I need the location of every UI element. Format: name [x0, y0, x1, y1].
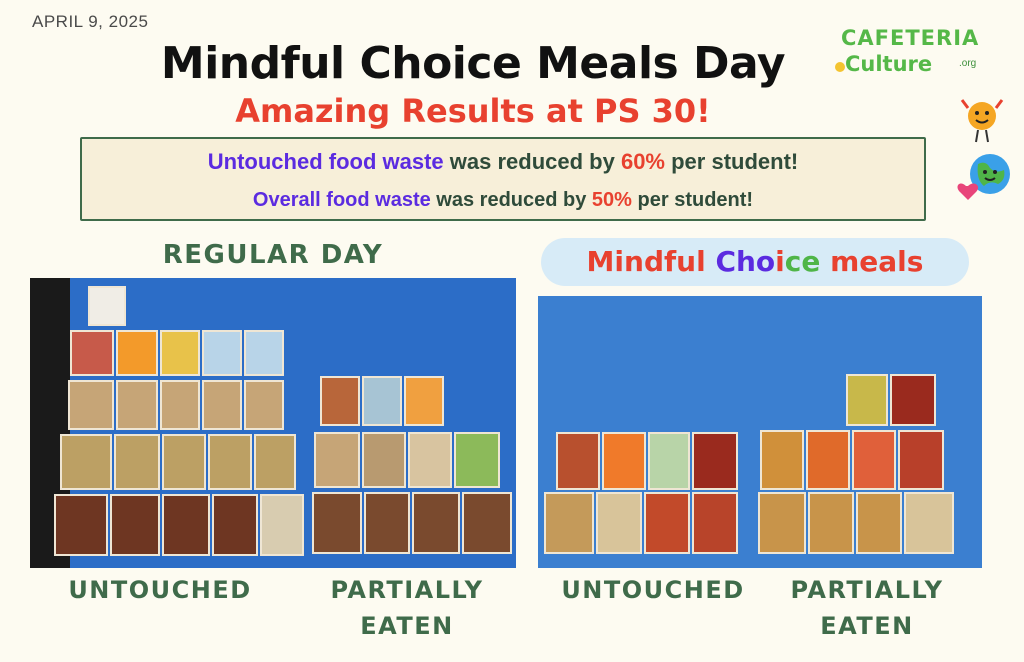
earth-with-heart-icon — [957, 154, 1010, 200]
result-percent: 50% — [591, 189, 632, 211]
mindful-choice-meals-photo — [538, 296, 982, 568]
regular-day-heading: REGULAR DAY — [162, 240, 384, 270]
logo-dot-icon — [835, 62, 845, 72]
banner-text: meals — [820, 245, 924, 278]
regular-day-photo — [30, 278, 516, 568]
banner-text: Cho — [715, 245, 776, 278]
result-text: per student! — [631, 189, 754, 211]
left-untouched-label: UNTOUCHED — [68, 576, 252, 604]
left-partially-eaten-label: PARTIALLY EATEN — [330, 576, 484, 640]
logo-suffix: .org — [959, 58, 977, 69]
cafeteria-culture-logo: CAFETERIA Culture .org — [835, 22, 985, 86]
result-percent: 60% — [620, 149, 665, 174]
result-highlight: Untouched food waste — [207, 149, 444, 174]
result-line-untouched: Untouched food waste was reduced by 60% … — [82, 149, 924, 175]
smiling-fruit-icon — [960, 99, 1004, 143]
right-partially-eaten-label: PARTIALLY EATEN — [790, 576, 944, 640]
date-label: APRIL 9, 2025 — [32, 12, 149, 31]
result-line-overall: Overall food waste was reduced by 50% pe… — [82, 189, 924, 212]
right-untouched-label: UNTOUCHED — [561, 576, 745, 604]
logo-line2: Culture — [845, 52, 933, 76]
logo-line1: CAFETERIA — [841, 26, 980, 50]
mindful-choice-meals-banner: Mindful Choice meals — [541, 238, 969, 286]
results-box: Untouched food waste was reduced by 60% … — [80, 137, 926, 221]
banner-text: Mindful — [586, 245, 716, 278]
page-subtitle: Amazing Results at PS 30! — [235, 92, 711, 130]
apple-icon: i — [775, 245, 785, 278]
result-text: was reduced by — [430, 189, 592, 211]
result-text: was reduced by — [443, 149, 621, 174]
page-title: Mindful Choice Meals Day — [160, 38, 786, 89]
result-highlight: Overall food waste — [252, 189, 431, 211]
result-text: per student! — [665, 149, 799, 174]
banner-text: ce — [784, 245, 821, 278]
